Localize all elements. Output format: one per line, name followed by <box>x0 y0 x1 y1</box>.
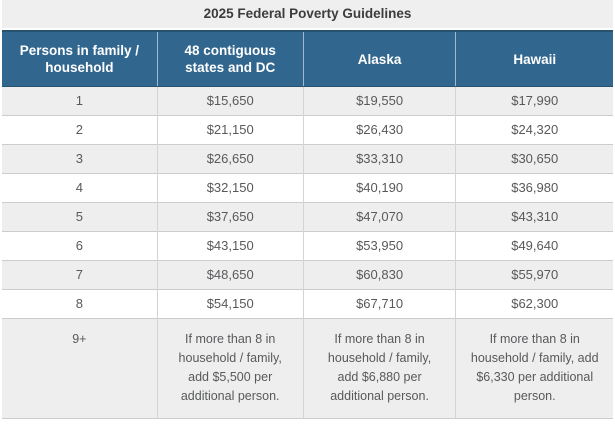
table-cell: $37,650 <box>156 202 304 232</box>
table-cell: $24,320 <box>455 115 613 145</box>
column-header-2: 48 contiguous states and DC <box>156 30 304 87</box>
column-header-4: Hawaii <box>455 30 613 87</box>
table-cell: $55,970 <box>455 260 613 290</box>
table-header-row: Persons in family / household 48 contiguo… <box>2 30 613 87</box>
table-cell: 6 <box>2 231 158 261</box>
table-cell: $60,830 <box>302 260 456 290</box>
column-header-3: Alaska <box>302 30 456 87</box>
table-cell: $17,990 <box>455 86 613 116</box>
table-cell: 7 <box>2 260 158 290</box>
table-cell: 8 <box>2 289 158 319</box>
table-cell: $26,430 <box>302 115 456 145</box>
table-cell: 5 <box>2 202 158 232</box>
table-cell: $32,150 <box>156 173 304 203</box>
table-row: 1 $15,650 $19,550 $17,990 <box>2 86 613 116</box>
table-cell: $19,550 <box>302 86 456 116</box>
table-cell: $62,300 <box>455 289 613 319</box>
table-row: 2 $21,150 $26,430 $24,320 <box>2 115 613 145</box>
table-row: 3 $26,650 $33,310 $30,650 <box>2 144 613 174</box>
poverty-guidelines-table: Persons in family / household 48 contiguo… <box>2 30 613 419</box>
table-row: 7 $48,650 $60,830 $55,970 <box>2 260 613 290</box>
table-cell: $36,980 <box>455 173 613 203</box>
table-cell: 2 <box>2 115 158 145</box>
table-cell: $21,150 <box>156 115 304 145</box>
table-body: 1 $15,650 $19,550 $17,990 2 $21,150 $26,430 $24… <box>2 86 613 419</box>
table-cell: If more than 8 in household / family, ad… <box>156 318 304 419</box>
table-cell: If more than 8 in household / family, ad… <box>455 318 613 419</box>
table-cell: $47,070 <box>302 202 456 232</box>
table-row: 9+ If more than 8 in household / family, … <box>2 318 613 419</box>
poverty-guidelines-table-container: 2025 Federal Poverty Guidelines Persons … <box>2 0 613 419</box>
table-cell: $54,150 <box>156 289 304 319</box>
table-cell: $15,650 <box>156 86 304 116</box>
table-cell: $43,310 <box>455 202 613 232</box>
table-cell: $53,950 <box>302 231 456 261</box>
table-cell: If more than 8 in household / family, ad… <box>302 318 456 419</box>
table-cell: $49,640 <box>455 231 613 261</box>
table-row: 5 $37,650 $47,070 $43,310 <box>2 202 613 232</box>
table-row: 4 $32,150 $40,190 $36,980 <box>2 173 613 203</box>
table-row: 8 $54,150 $67,710 $62,300 <box>2 289 613 319</box>
table-head: Persons in family / household 48 contiguo… <box>2 30 613 87</box>
table-cell: 3 <box>2 144 158 174</box>
table-cell: 1 <box>2 86 158 116</box>
table-cell: $48,650 <box>156 260 304 290</box>
column-header-1: Persons in family / household <box>2 30 158 87</box>
table-cell: $67,710 <box>302 289 456 319</box>
table-cell: 4 <box>2 173 158 203</box>
table-title: 2025 Federal Poverty Guidelines <box>2 0 613 28</box>
table-cell: $40,190 <box>302 173 456 203</box>
table-cell: 9+ <box>2 318 158 419</box>
table-cell: $30,650 <box>455 144 613 174</box>
table-row: 6 $43,150 $53,950 $49,640 <box>2 231 613 261</box>
table-cell: $33,310 <box>302 144 456 174</box>
table-cell: $26,650 <box>156 144 304 174</box>
table-cell: $43,150 <box>156 231 304 261</box>
